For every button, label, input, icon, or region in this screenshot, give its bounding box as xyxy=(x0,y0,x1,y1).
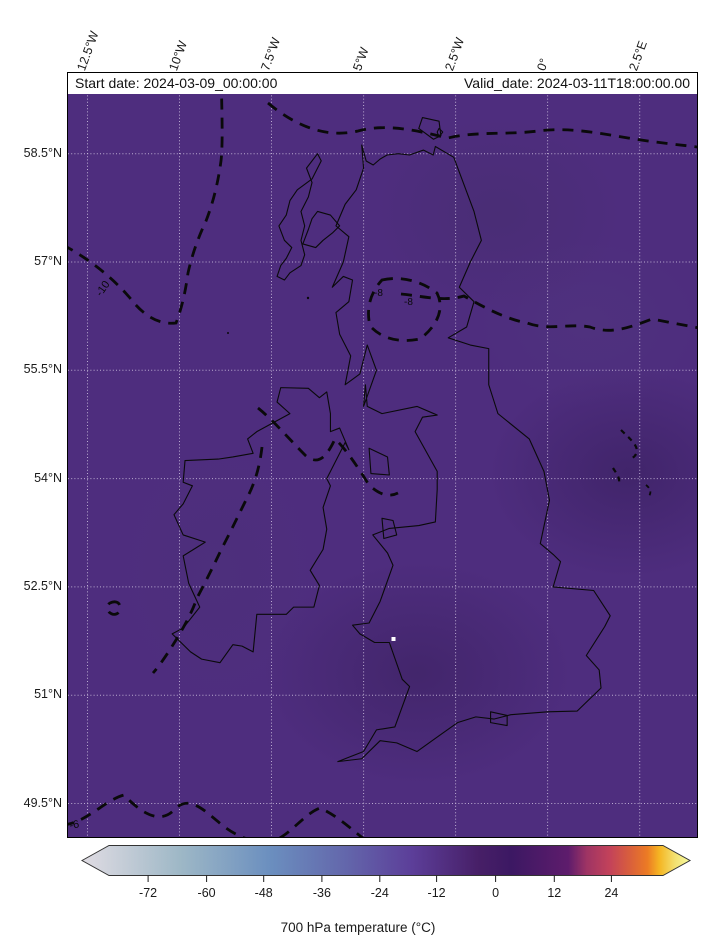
svg-text:24: 24 xyxy=(604,886,618,900)
svg-text:0: 0 xyxy=(492,886,499,900)
svg-text:-6: -6 xyxy=(68,818,80,832)
svg-text:-48: -48 xyxy=(255,886,273,900)
svg-text:-10: -10 xyxy=(94,279,113,299)
svg-text:-36: -36 xyxy=(313,886,331,900)
svg-text:-12: -12 xyxy=(428,886,446,900)
svg-text:-8: -8 xyxy=(374,288,383,299)
svg-text:-72: -72 xyxy=(139,886,157,900)
svg-text:-8: -8 xyxy=(404,297,413,308)
svg-text:-24: -24 xyxy=(371,886,389,900)
svg-text:-60: -60 xyxy=(198,886,216,900)
svg-text:12: 12 xyxy=(547,886,561,900)
